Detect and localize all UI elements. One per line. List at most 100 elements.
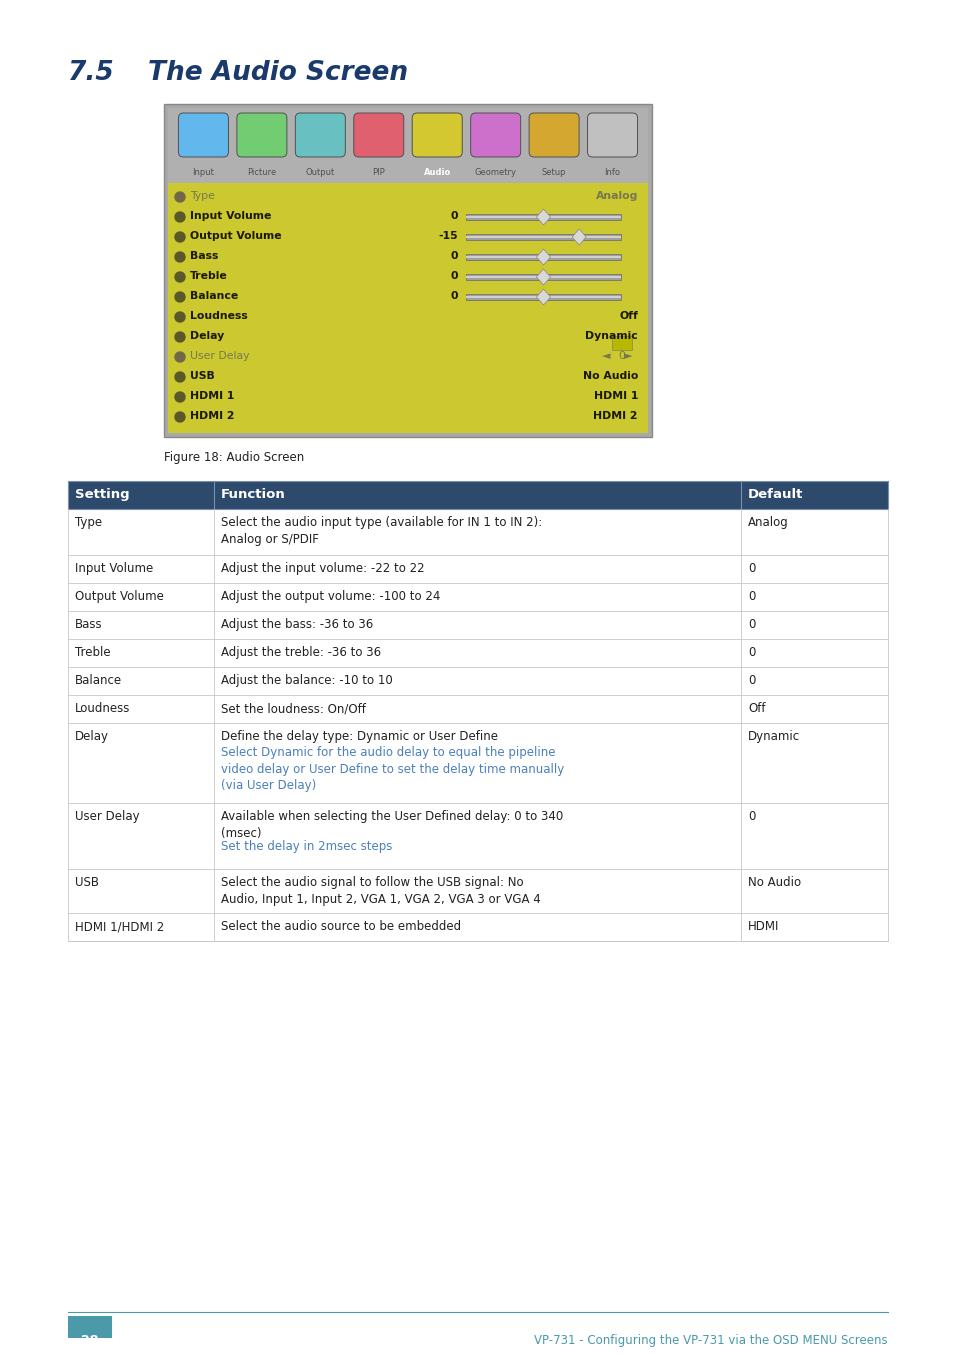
Text: Output: Output	[305, 168, 335, 177]
Text: Treble: Treble	[75, 646, 111, 659]
Bar	[612, 336, 631, 349]
Text: Adjust the output volume: -100 to 24: Adjust the output volume: -100 to 24	[221, 590, 440, 603]
Text: Input Volume: Input Volume	[190, 211, 271, 221]
Text: Adjust the bass: -36 to 36: Adjust the bass: -36 to 36	[221, 617, 373, 631]
Bar	[68, 869, 887, 913]
Text: Off: Off	[618, 311, 638, 321]
Text: Geometry: Geometry	[475, 168, 517, 177]
Bar	[68, 555, 887, 584]
Text: HDMI 2: HDMI 2	[190, 412, 234, 421]
Bar	[68, 481, 887, 509]
Bar	[465, 274, 620, 280]
Bar	[68, 611, 887, 639]
Text: User Delay: User Delay	[190, 351, 250, 362]
Bar	[68, 509, 887, 555]
FancyBboxPatch shape	[587, 112, 637, 157]
Text: Select the audio signal to follow the USB signal: No
Audio, Input 1, Input 2, VG: Select the audio signal to follow the US…	[221, 876, 540, 906]
Text: Available when selecting the User Defined delay: 0 to 340
(msec): Available when selecting the User Define…	[221, 810, 562, 839]
FancyBboxPatch shape	[354, 112, 403, 157]
Bar	[465, 234, 620, 240]
Bar	[68, 1316, 112, 1338]
Bar	[465, 256, 620, 259]
Bar	[68, 584, 887, 611]
Text: Info: Info	[604, 168, 619, 177]
Text: HDMI 1: HDMI 1	[593, 391, 638, 401]
Circle shape	[174, 292, 185, 302]
Text: VP-731 - Configuring the VP-731 via the OSD MENU Screens: VP-731 - Configuring the VP-731 via the …	[534, 1334, 887, 1347]
Circle shape	[174, 192, 185, 202]
FancyBboxPatch shape	[470, 112, 520, 157]
Bar	[465, 276, 620, 278]
Text: 0: 0	[747, 646, 755, 659]
Text: Input Volume: Input Volume	[75, 562, 153, 575]
Text: Delay: Delay	[75, 730, 109, 743]
Text: Function: Function	[221, 487, 285, 501]
Text: Adjust the input volume: -22 to 22: Adjust the input volume: -22 to 22	[221, 562, 424, 575]
Text: HDMI 1: HDMI 1	[190, 391, 234, 401]
Text: HDMI 1/HDMI 2: HDMI 1/HDMI 2	[75, 919, 164, 933]
Circle shape	[174, 393, 185, 402]
Polygon shape	[572, 229, 585, 245]
Bar	[465, 214, 620, 219]
Text: Output Volume: Output Volume	[190, 232, 281, 241]
Circle shape	[174, 232, 185, 242]
Text: Bass: Bass	[75, 617, 103, 631]
Text: Delay: Delay	[190, 330, 224, 341]
Text: 0: 0	[450, 250, 457, 261]
Text: The Audio Screen: The Audio Screen	[148, 60, 408, 87]
Text: Select Dynamic for the audio delay to equal the pipeline
video delay or User Def: Select Dynamic for the audio delay to eq…	[221, 746, 563, 792]
Bar	[68, 639, 887, 668]
Text: 0: 0	[747, 674, 755, 686]
Text: Select the audio source to be embedded: Select the audio source to be embedded	[221, 919, 460, 933]
Bar	[465, 217, 620, 218]
Text: Adjust the treble: -36 to 36: Adjust the treble: -36 to 36	[221, 646, 380, 659]
FancyBboxPatch shape	[236, 112, 287, 157]
Bar	[164, 104, 651, 437]
Bar	[465, 294, 620, 301]
Text: Type: Type	[190, 191, 214, 200]
Polygon shape	[536, 249, 550, 265]
Text: Input: Input	[193, 168, 214, 177]
Text: Setting: Setting	[75, 487, 130, 501]
FancyBboxPatch shape	[529, 112, 578, 157]
Text: ►: ►	[623, 351, 631, 362]
Text: 0: 0	[747, 590, 755, 603]
Bar	[465, 255, 620, 260]
Text: Select the audio input type (available for IN 1 to IN 2):
Analog or S/PDIF: Select the audio input type (available f…	[221, 516, 541, 546]
FancyBboxPatch shape	[412, 112, 462, 157]
Circle shape	[174, 372, 185, 382]
Text: Figure 18: Audio Screen: Figure 18: Audio Screen	[164, 451, 304, 464]
Text: USB: USB	[190, 371, 214, 380]
Polygon shape	[536, 209, 550, 225]
Polygon shape	[536, 288, 550, 305]
Text: Define the delay type: Dynamic or User Define: Define the delay type: Dynamic or User D…	[221, 730, 497, 743]
Text: USB: USB	[75, 876, 99, 890]
Text: 28: 28	[81, 1334, 98, 1347]
Text: -15: -15	[438, 232, 457, 241]
Text: Set the delay in 2msec steps: Set the delay in 2msec steps	[221, 839, 392, 853]
Circle shape	[174, 412, 185, 422]
Text: 0: 0	[450, 271, 457, 282]
Text: 0: 0	[450, 291, 457, 301]
Text: Picture: Picture	[247, 168, 276, 177]
Text: User Delay: User Delay	[75, 810, 139, 823]
Text: Bass: Bass	[190, 250, 218, 261]
Bar	[68, 695, 887, 723]
Text: Dynamic: Dynamic	[747, 730, 800, 743]
Text: No Audio: No Audio	[747, 876, 801, 890]
Text: Default: Default	[747, 487, 802, 501]
Bar	[465, 236, 620, 238]
Text: Off: Off	[747, 701, 765, 715]
Bar	[68, 668, 887, 695]
FancyBboxPatch shape	[295, 112, 345, 157]
Circle shape	[174, 213, 185, 222]
Text: Loudness: Loudness	[75, 701, 131, 715]
Text: Audio: Audio	[423, 168, 451, 177]
Text: Analog: Analog	[595, 191, 638, 200]
Bar	[68, 913, 887, 941]
FancyBboxPatch shape	[178, 112, 228, 157]
Text: Loudness: Loudness	[190, 311, 248, 321]
Polygon shape	[536, 269, 550, 284]
Text: 0: 0	[450, 211, 457, 221]
Circle shape	[174, 352, 185, 362]
